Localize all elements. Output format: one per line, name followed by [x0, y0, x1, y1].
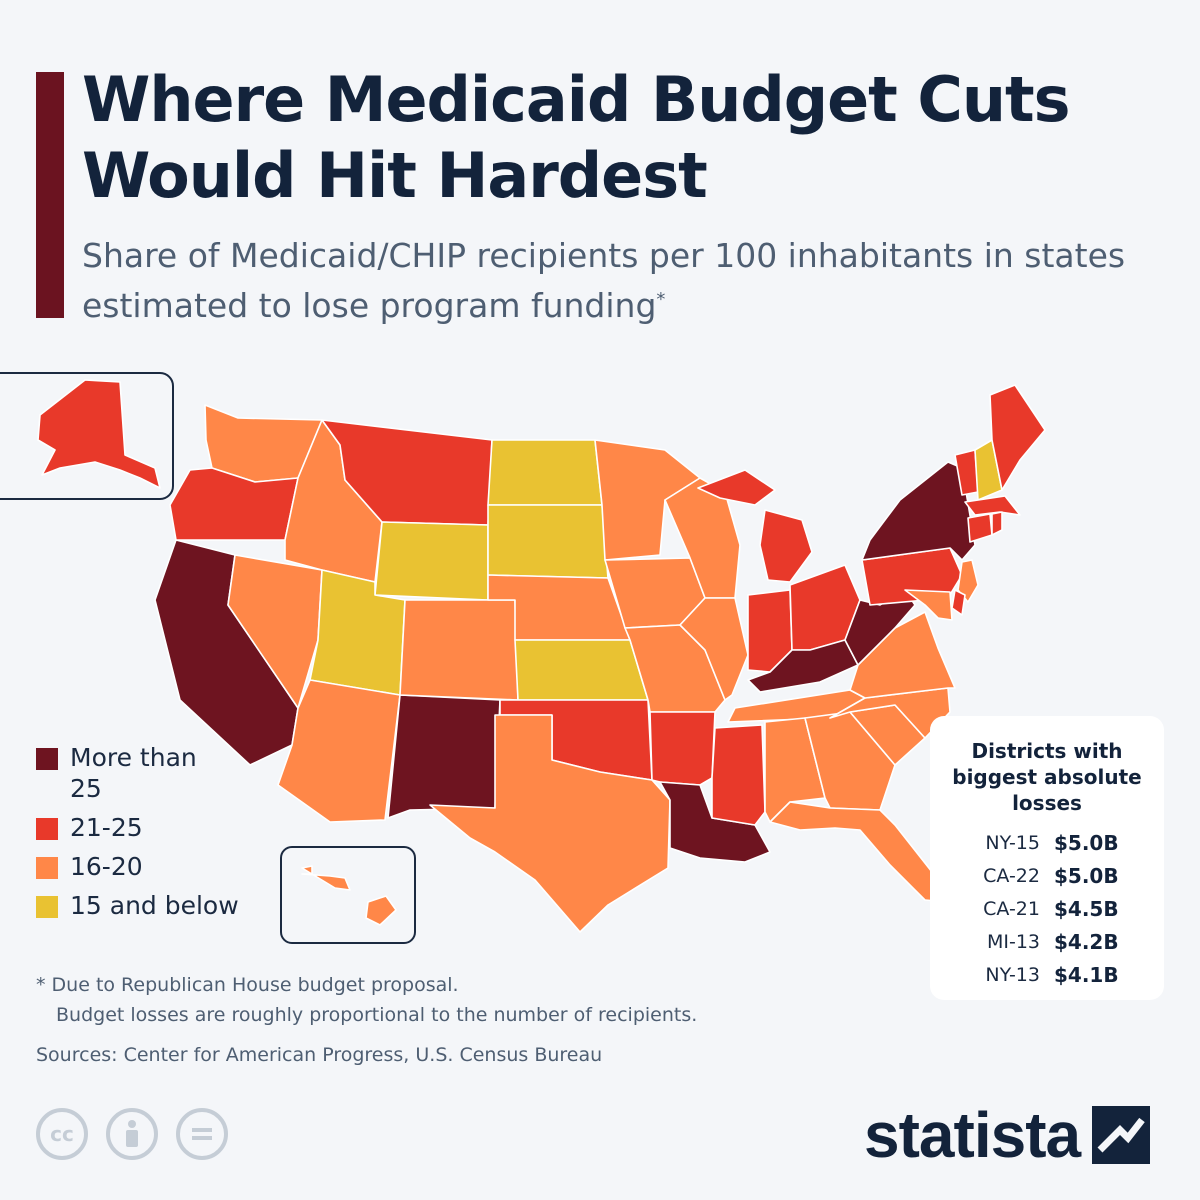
state-AR[interactable] — [649, 711, 716, 786]
hawaii-inset-frame — [280, 846, 416, 944]
state-NV[interactable] — [227, 554, 323, 709]
district-row: NY-15 $5.0B — [930, 826, 1164, 859]
district-loss: $5.0B — [1054, 830, 1119, 855]
alaska-inset-frame — [0, 372, 174, 500]
legend-label-16-20: 16-20 — [70, 852, 143, 881]
state-AK[interactable] — [37, 379, 161, 489]
district-loss: $4.2B — [1054, 929, 1119, 954]
district-row: CA-21 $4.5B — [930, 892, 1164, 925]
state-KS[interactable] — [514, 639, 649, 701]
state-MI[interactable] — [697, 469, 776, 506]
legend-item-16-20: 16-20 — [36, 851, 276, 882]
legend: More than 25 21-25 16-20 15 and below — [36, 742, 276, 929]
state-TX[interactable] — [429, 714, 671, 933]
legend-swatch-16-20 — [36, 857, 58, 879]
legend-swatch-15-and-below — [36, 896, 58, 918]
footnote-line-1: * Due to Republican House budget proposa… — [36, 974, 459, 996]
state-WI[interactable] — [664, 477, 741, 599]
state-NY[interactable] — [861, 461, 976, 561]
state-NM[interactable] — [387, 694, 501, 819]
state-DE[interactable] — [951, 589, 966, 616]
legend-label-21-25: 21-25 — [70, 813, 143, 842]
legend-label-more-than-25: More than 25 — [70, 743, 197, 803]
license-icons: cc — [36, 1108, 246, 1160]
districts-title: Districts with biggest absolute losses — [952, 739, 1142, 815]
district-row: MI-13 $4.2B — [930, 925, 1164, 958]
district-code: MI-13 — [986, 930, 1040, 953]
state-HI-islands[interactable] — [301, 865, 351, 891]
subtitle-footnote-mark: * — [656, 289, 666, 310]
state-FL[interactable] — [769, 801, 953, 903]
state-CT[interactable] — [967, 513, 993, 543]
districts-panel: Districts with biggest absolute losses N… — [930, 716, 1164, 1000]
footnote: * Due to Republican House budget proposa… — [36, 970, 697, 1030]
state-VA[interactable] — [849, 611, 956, 699]
legend-label-15-and-below: 15 and below — [70, 891, 239, 920]
legend-item-21-25: 21-25 — [36, 812, 276, 843]
footnote-line-2: Budget losses are roughly proportional t… — [56, 1004, 698, 1026]
statista-wordmark: statista — [864, 1099, 1081, 1171]
state-MS[interactable] — [711, 724, 766, 826]
subtitle-text: Share of Medicaid/CHIP recipients per 10… — [82, 236, 1126, 325]
page-title: Where Medicaid Budget Cuts Would Hit Har… — [82, 63, 1071, 212]
state-MD[interactable] — [904, 589, 953, 621]
state-IL[interactable] — [679, 597, 749, 701]
state-ME[interactable] — [989, 384, 1046, 491]
state-MI-lower[interactable] — [759, 509, 813, 583]
district-code: CA-22 — [983, 864, 1040, 887]
district-row: CA-22 $5.0B — [930, 859, 1164, 892]
state-HI[interactable] — [365, 895, 397, 926]
accent-bar — [36, 72, 64, 318]
district-loss: $4.5B — [1054, 896, 1119, 921]
creative-commons-icon[interactable]: cc — [36, 1108, 88, 1160]
state-MA[interactable] — [964, 495, 1021, 516]
state-OR[interactable] — [169, 467, 299, 541]
state-ND[interactable] — [487, 439, 603, 506]
district-loss: $4.1B — [1054, 962, 1119, 987]
state-CO[interactable] — [399, 599, 519, 701]
district-code: CA-21 — [983, 897, 1040, 920]
legend-item-15-and-below: 15 and below — [36, 890, 276, 921]
district-row: NY-13 $4.1B — [930, 958, 1164, 991]
state-WY[interactable] — [374, 521, 489, 601]
district-code: NY-15 — [985, 831, 1040, 854]
legend-swatch-more-than-25 — [36, 748, 58, 770]
attribution-icon[interactable] — [106, 1108, 158, 1160]
statista-brand[interactable]: statista — [864, 1098, 1151, 1172]
state-MN[interactable] — [594, 439, 701, 561]
district-code: NY-13 — [985, 963, 1040, 986]
no-derivatives-icon[interactable] — [176, 1108, 228, 1160]
district-loss: $5.0B — [1054, 863, 1119, 888]
sources: Sources: Center for American Progress, U… — [36, 1044, 603, 1066]
page-subtitle: Share of Medicaid/CHIP recipients per 10… — [82, 234, 1172, 328]
state-RI[interactable] — [991, 511, 1003, 536]
state-SD[interactable] — [487, 504, 609, 579]
state-LA[interactable] — [659, 781, 771, 863]
state-NJ[interactable] — [957, 559, 979, 603]
legend-item-more-than-25: More than 25 — [36, 742, 276, 804]
statista-logo-icon — [1092, 1106, 1151, 1164]
legend-swatch-21-25 — [36, 818, 58, 840]
